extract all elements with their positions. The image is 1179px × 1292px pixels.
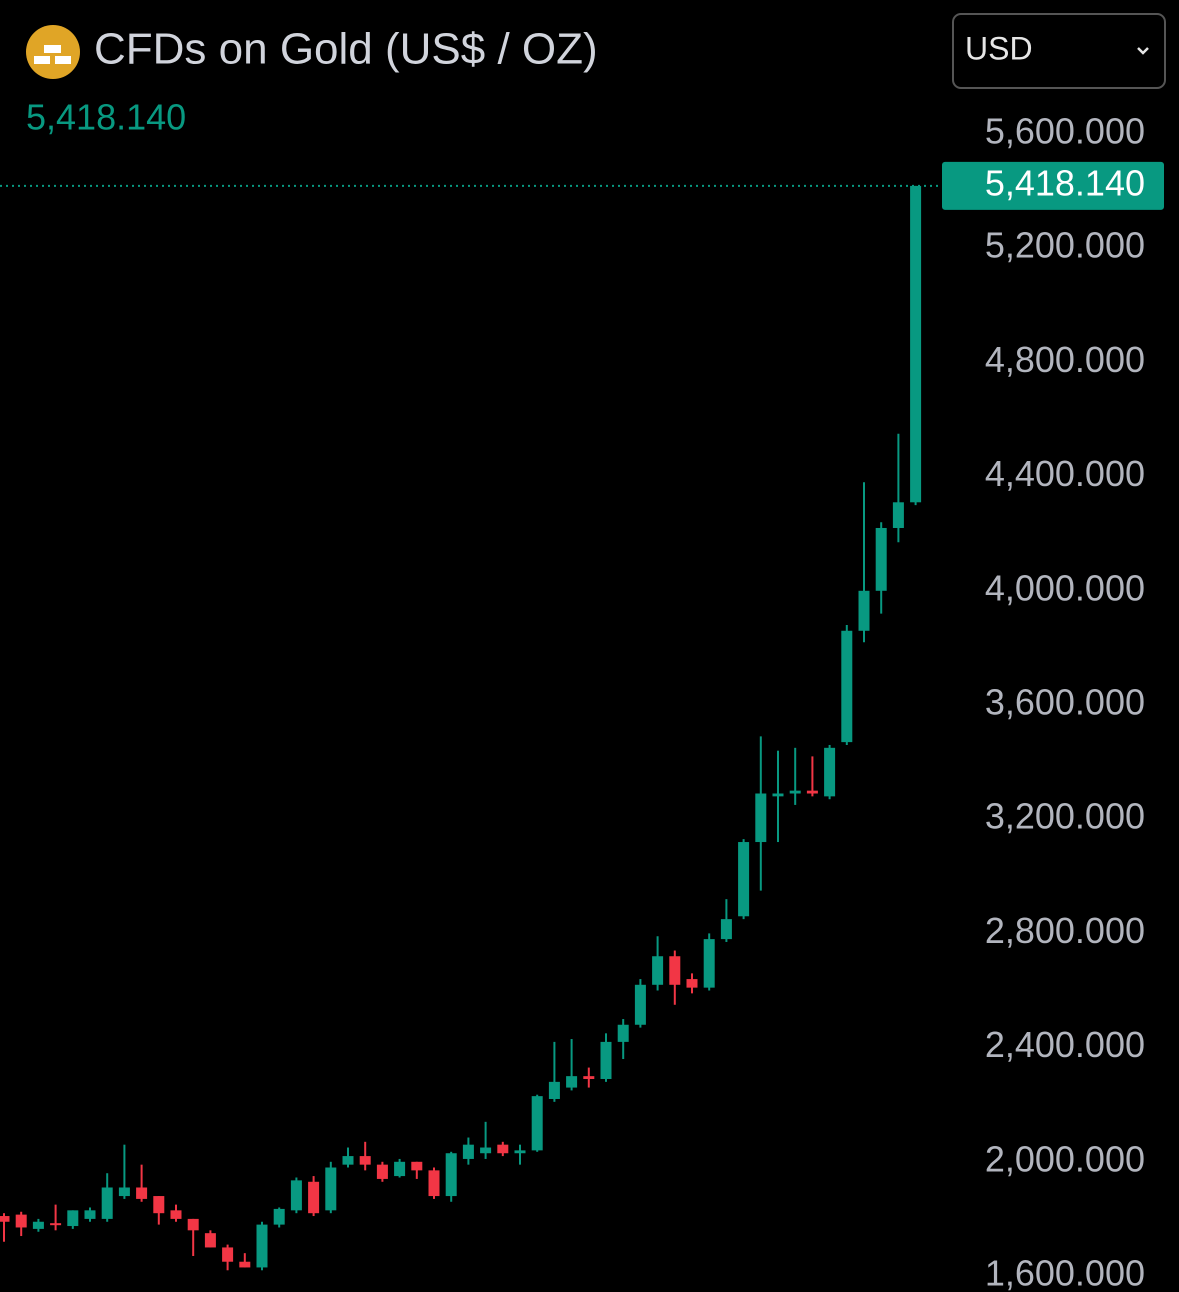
candle-body	[583, 1076, 595, 1080]
candle-body	[136, 1187, 148, 1199]
candle-body	[204, 1233, 216, 1248]
y-tick-label: 4,400.000	[985, 453, 1145, 494]
candle-body	[428, 1170, 440, 1197]
candle-body	[84, 1210, 96, 1219]
candle-body	[222, 1247, 234, 1262]
candle-body	[290, 1180, 302, 1211]
candle-body	[445, 1153, 457, 1197]
candle-body	[342, 1156, 354, 1165]
candle-body	[617, 1024, 629, 1042]
y-tick-label: 3,200.000	[985, 796, 1145, 837]
y-tick-label: 4,800.000	[985, 339, 1145, 380]
candle-body	[394, 1161, 406, 1177]
candle-body	[153, 1196, 165, 1214]
candle-body	[824, 747, 836, 797]
candle-body	[841, 630, 853, 743]
y-tick-label: 3,600.000	[985, 682, 1145, 723]
candle-body	[514, 1150, 526, 1154]
candle-body	[600, 1041, 612, 1080]
candle-body	[308, 1181, 320, 1214]
candle-body	[67, 1210, 79, 1227]
chart-title: CFDs on Gold (US$ / OZ)	[94, 25, 598, 74]
candle-body	[325, 1167, 337, 1211]
candle-body	[892, 502, 904, 528]
y-tick-label: 2,000.000	[985, 1138, 1145, 1179]
y-tick-label: 2,800.000	[985, 910, 1145, 951]
candle-body	[0, 1216, 10, 1222]
y-tick-label: 4,000.000	[985, 567, 1145, 608]
candle-body	[531, 1096, 543, 1151]
gold-logo	[26, 25, 80, 79]
candle-body	[273, 1208, 285, 1225]
candle-body	[858, 590, 870, 631]
candle-body	[755, 793, 767, 843]
candle-body	[497, 1144, 509, 1154]
candle-body	[480, 1147, 492, 1154]
candle-body	[170, 1210, 182, 1219]
candle-body	[806, 790, 818, 794]
candle-body	[720, 919, 732, 940]
candle-body	[875, 527, 887, 591]
candle-body	[652, 956, 664, 985]
y-tick-label: 1,600.000	[985, 1253, 1145, 1292]
candle-body	[101, 1187, 113, 1219]
candle-body	[686, 979, 698, 988]
y-tick-label: 5,200.000	[985, 225, 1145, 266]
last-price-tag	[942, 161, 1164, 210]
candle-body	[256, 1224, 268, 1268]
candle-body	[789, 790, 801, 794]
candle-body	[50, 1223, 62, 1226]
candle-body	[634, 984, 646, 1025]
candle-body	[359, 1156, 371, 1165]
candle-body	[462, 1144, 474, 1159]
candle-body	[187, 1218, 199, 1231]
candle-body	[703, 939, 715, 988]
candle-body	[566, 1076, 578, 1088]
candle-body	[411, 1161, 423, 1171]
candle-body	[548, 1081, 560, 1099]
candle-body	[376, 1164, 388, 1179]
y-tick-label: 2,400.000	[985, 1024, 1145, 1065]
candle-body	[738, 842, 750, 917]
last-price-tag-label: 5,418.140	[985, 162, 1145, 203]
candle-body	[772, 793, 784, 797]
last-price: 5,418.140	[26, 97, 186, 138]
candle-body	[239, 1261, 251, 1268]
currency-select[interactable]: USD	[952, 13, 1166, 89]
candle-body	[32, 1221, 44, 1229]
candle-body	[910, 185, 922, 503]
y-tick-label: 5,600.000	[985, 111, 1145, 152]
candle-body	[15, 1214, 27, 1228]
candle-body	[118, 1187, 130, 1197]
candle-body	[669, 956, 681, 985]
currency-label[interactable]: USD	[965, 30, 1033, 66]
